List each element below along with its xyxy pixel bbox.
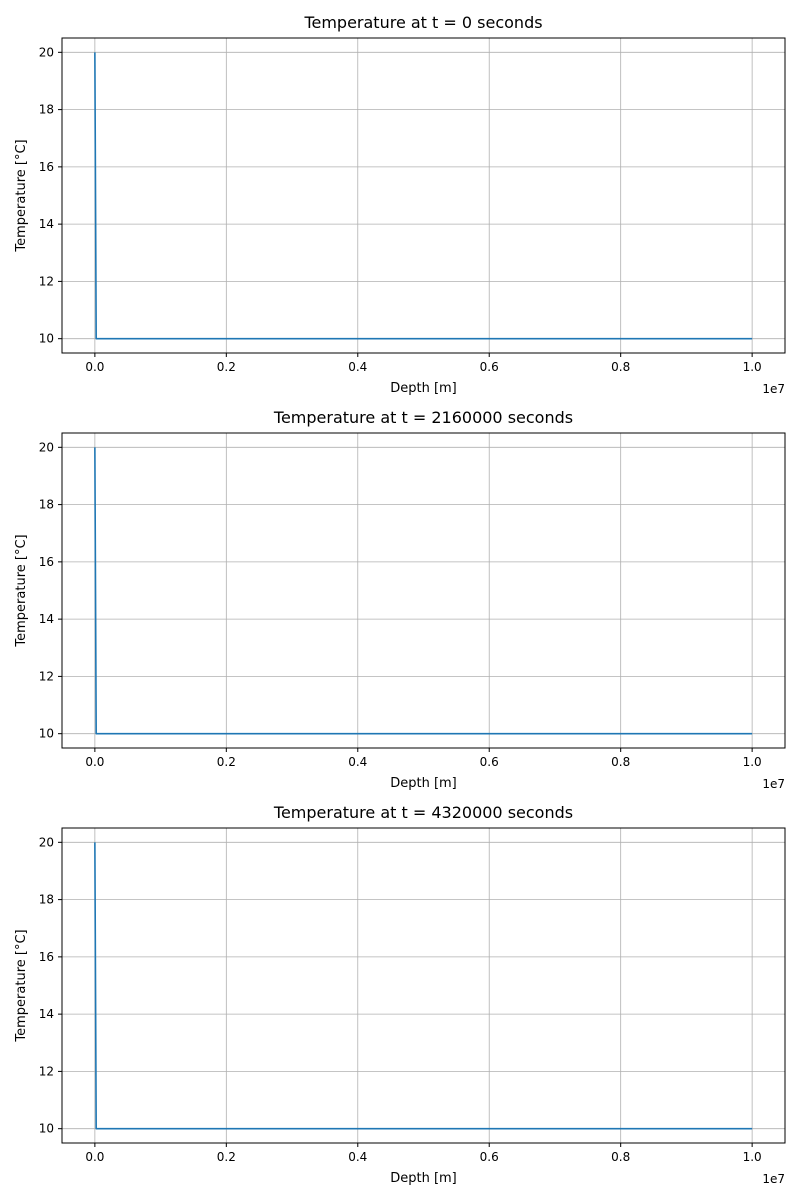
subplot-1: 0.0 0.2 0.4 0.6 0.8 1.0 10 12 14 16 18 20 1e7 Tempera… bbox=[14, 13, 786, 396]
chart-title: Temperature at t = 4320000 seconds bbox=[273, 803, 573, 822]
y-tick-label: 12 bbox=[39, 669, 54, 683]
x-offset-label: 1e7 bbox=[762, 1172, 785, 1186]
x-tick-label: 0.6 bbox=[480, 755, 499, 769]
y-tick-label: 18 bbox=[39, 498, 54, 512]
axes-frame bbox=[61, 827, 786, 1144]
x-tick-label: 0.6 bbox=[480, 360, 499, 374]
x-axis-label: Depth [m] bbox=[390, 776, 457, 791]
x-axis-label: Depth [m] bbox=[390, 1171, 457, 1186]
x-offset-label: 1e7 bbox=[762, 777, 785, 791]
y-tick-label: 20 bbox=[39, 835, 54, 849]
x-tick-label: 0.4 bbox=[348, 755, 367, 769]
axes-frame bbox=[61, 37, 786, 354]
y-tick-label: 20 bbox=[39, 440, 54, 454]
x-tick-label: 0.0 bbox=[85, 360, 104, 374]
y-tick-label: 16 bbox=[39, 555, 54, 569]
y-tick-label: 16 bbox=[39, 160, 54, 174]
y-tick-label: 10 bbox=[39, 1122, 54, 1136]
x-tick-label: 1.0 bbox=[743, 1150, 762, 1164]
y-axis-label: Temperature [°C] bbox=[14, 534, 29, 647]
x-tick-label: 0.2 bbox=[217, 1150, 236, 1164]
x-tick-label: 0.0 bbox=[85, 1150, 104, 1164]
series-line-1 bbox=[94, 52, 753, 340]
x-offset-label: 1e7 bbox=[762, 382, 785, 396]
y-tick-label: 14 bbox=[39, 217, 54, 231]
y-tick-label: 18 bbox=[39, 103, 54, 117]
x-tick-label: 1.0 bbox=[743, 360, 762, 374]
y-tick-label: 12 bbox=[39, 1064, 54, 1078]
x-tick-label: 1.0 bbox=[743, 755, 762, 769]
chart-title: Temperature at t = 0 seconds bbox=[303, 13, 542, 32]
y-tick-label: 14 bbox=[39, 1007, 54, 1021]
x-tick-label: 0.4 bbox=[348, 360, 367, 374]
y-axis-label: Temperature [°C] bbox=[14, 929, 29, 1042]
x-axis-label: Depth [m] bbox=[390, 381, 457, 396]
x-tick-label: 0.6 bbox=[480, 1150, 499, 1164]
x-tick-label: 0.4 bbox=[348, 1150, 367, 1164]
y-tick-label: 12 bbox=[39, 274, 54, 288]
subplot-3: 0.0 0.2 0.4 0.6 0.8 1.0 10 12 14 16 18 20 1e7 Tempera… bbox=[14, 803, 786, 1186]
y-tick-label: 16 bbox=[39, 950, 54, 964]
subplot-2: 0.0 0.2 0.4 0.6 0.8 1.0 10 12 14 16 18 20 1e7 Tempera… bbox=[14, 408, 786, 791]
axes-frame bbox=[61, 432, 786, 749]
y-tick-label: 18 bbox=[39, 893, 54, 907]
y-tick-label: 10 bbox=[39, 727, 54, 741]
x-tick-label: 0.2 bbox=[217, 360, 236, 374]
x-tick-label: 0.0 bbox=[85, 755, 104, 769]
series-line-1 bbox=[94, 842, 753, 1130]
y-axis-label: Temperature [°C] bbox=[14, 139, 29, 252]
series-line-1 bbox=[94, 447, 753, 735]
chart-title: Temperature at t = 2160000 seconds bbox=[273, 408, 573, 427]
x-tick-label: 0.8 bbox=[611, 1150, 630, 1164]
x-tick-label: 0.8 bbox=[611, 360, 630, 374]
x-tick-label: 0.8 bbox=[611, 755, 630, 769]
x-tick-label: 0.2 bbox=[217, 755, 236, 769]
y-tick-label: 10 bbox=[39, 332, 54, 346]
y-tick-label: 14 bbox=[39, 612, 54, 626]
y-tick-label: 20 bbox=[39, 45, 54, 59]
